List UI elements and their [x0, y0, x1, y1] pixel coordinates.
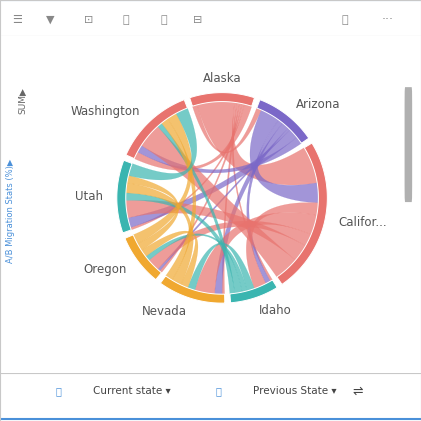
- Text: 📊: 📊: [56, 386, 62, 396]
- Text: ⬛: ⬛: [123, 15, 130, 25]
- Text: Previous State ▾: Previous State ▾: [253, 386, 336, 396]
- Text: Nevada: Nevada: [142, 305, 187, 318]
- Polygon shape: [215, 123, 288, 294]
- Text: ⇌: ⇌: [353, 384, 363, 397]
- Polygon shape: [230, 280, 277, 303]
- Polygon shape: [138, 137, 301, 173]
- Polygon shape: [117, 160, 132, 233]
- Polygon shape: [141, 231, 198, 288]
- Polygon shape: [141, 126, 296, 277]
- Polygon shape: [134, 104, 252, 171]
- Text: Washington: Washington: [71, 105, 140, 118]
- Text: Idaho: Idaho: [259, 304, 292, 317]
- Polygon shape: [131, 104, 245, 230]
- Text: ⤢: ⤢: [161, 15, 168, 25]
- Text: ☰: ☰: [12, 15, 22, 25]
- Text: Utah: Utah: [75, 190, 103, 203]
- Text: Oregon: Oregon: [83, 263, 127, 276]
- Polygon shape: [128, 130, 297, 227]
- Polygon shape: [250, 110, 318, 203]
- Polygon shape: [126, 100, 187, 159]
- Polygon shape: [160, 276, 225, 303]
- Text: Current state ▾: Current state ▾: [93, 386, 171, 396]
- Polygon shape: [247, 120, 283, 284]
- Polygon shape: [161, 119, 196, 280]
- Polygon shape: [222, 103, 240, 294]
- Text: SUM▶: SUM▶: [19, 88, 28, 115]
- Polygon shape: [126, 183, 193, 285]
- Polygon shape: [246, 203, 318, 289]
- Text: Califor...: Califor...: [338, 216, 387, 229]
- Polygon shape: [146, 234, 247, 292]
- Polygon shape: [133, 113, 192, 244]
- Polygon shape: [195, 213, 317, 294]
- Polygon shape: [192, 105, 261, 153]
- Text: 📊: 📊: [216, 386, 222, 396]
- Text: ⊟: ⊟: [193, 15, 203, 25]
- Text: Arizona: Arizona: [296, 98, 340, 111]
- Text: ⓘ: ⓘ: [342, 15, 349, 25]
- Polygon shape: [257, 100, 309, 143]
- Text: ···: ···: [381, 13, 393, 26]
- Polygon shape: [160, 103, 242, 273]
- Polygon shape: [127, 176, 179, 250]
- Polygon shape: [188, 243, 254, 291]
- Polygon shape: [157, 128, 290, 271]
- Text: ⊡: ⊡: [84, 15, 93, 25]
- Text: Alaska: Alaska: [203, 72, 241, 85]
- Polygon shape: [157, 123, 235, 294]
- Text: A/B Migration Stats (%)▶: A/B Migration Stats (%)▶: [6, 158, 15, 263]
- Polygon shape: [277, 143, 327, 285]
- Polygon shape: [197, 101, 317, 185]
- Polygon shape: [126, 193, 242, 293]
- Polygon shape: [232, 102, 272, 281]
- FancyBboxPatch shape: [405, 87, 412, 202]
- Polygon shape: [149, 221, 311, 269]
- Polygon shape: [128, 108, 197, 180]
- Polygon shape: [125, 235, 161, 280]
- Text: ▼: ▼: [46, 15, 55, 25]
- Polygon shape: [190, 93, 254, 106]
- Polygon shape: [126, 200, 306, 260]
